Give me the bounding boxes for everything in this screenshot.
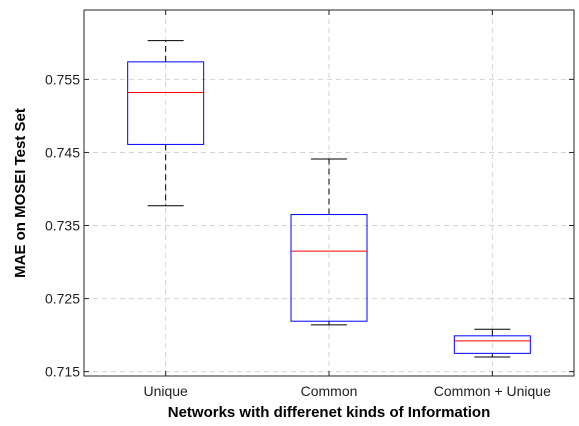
y-tick-label: 0.715	[45, 364, 80, 380]
box-group-1	[290, 158, 368, 326]
y-tick-label: 0.725	[45, 291, 80, 307]
x-tick-label: Common	[301, 383, 358, 399]
y-tick-label: 0.735	[45, 218, 80, 234]
y-tick-label: 0.755	[45, 71, 80, 87]
box-series	[127, 40, 531, 358]
y-axis-label: MAE on MOSEI Test Set	[12, 108, 29, 278]
iqr-box	[290, 214, 368, 322]
x-tick-label: Unique	[143, 383, 188, 399]
iqr-box	[127, 61, 205, 145]
axis-ticks: 0.715 0.725 0.735 0.745 0.755 Unique Common Com…	[45, 10, 574, 399]
box-group-0	[127, 40, 205, 207]
x-tick-label: Common + Unique	[434, 383, 551, 399]
x-axis-label: Networks with differenet kinds of Inform…	[168, 404, 491, 421]
box-group-2	[453, 328, 531, 358]
y-tick-label: 0.745	[45, 144, 80, 160]
iqr-box	[453, 335, 531, 354]
